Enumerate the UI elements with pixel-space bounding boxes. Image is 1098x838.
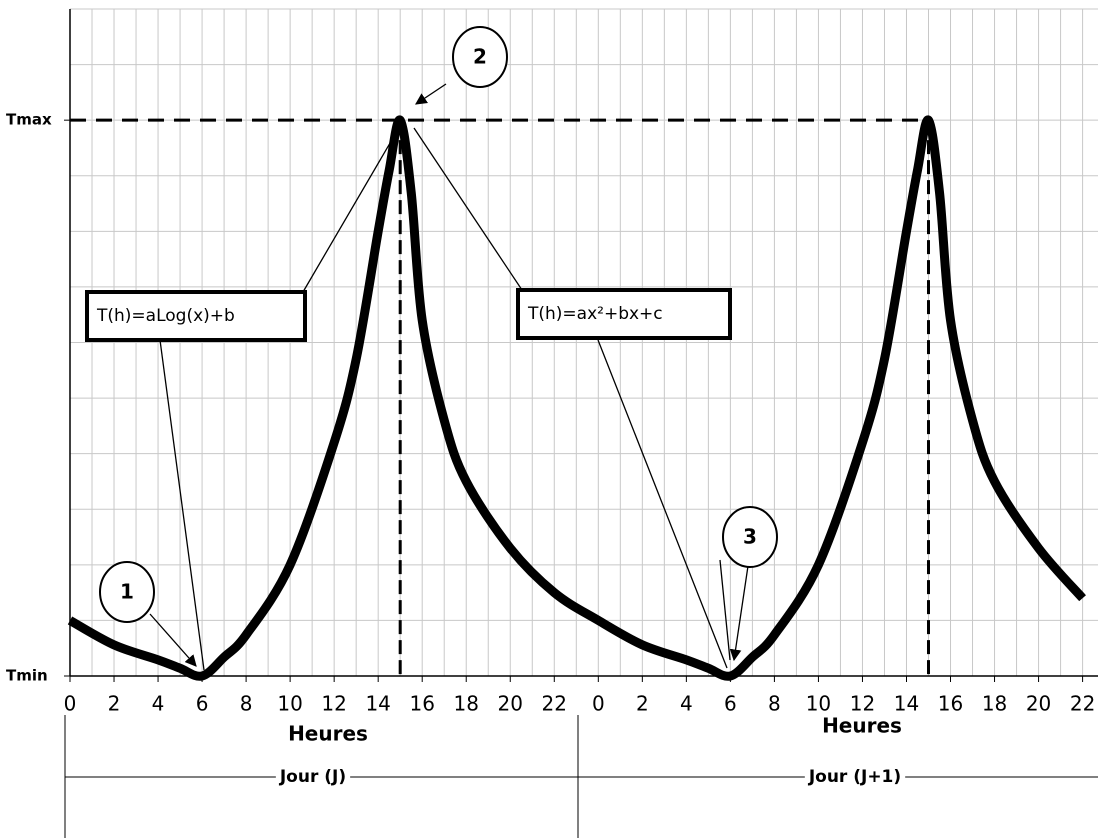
- x-tick-label: 16: [938, 692, 963, 716]
- formula-label: T(h)=aLog(x)+b: [96, 306, 235, 326]
- callout-line: [597, 339, 728, 669]
- x-axis-title: Heures: [822, 714, 902, 738]
- formula-box: [85, 290, 307, 342]
- formula-label: T(h)=ax²+bx+c: [527, 304, 663, 324]
- marker-circle: [99, 561, 155, 623]
- callout-line: [413, 127, 523, 291]
- y-tick-label: Tmin: [6, 667, 48, 685]
- marker-label: 2: [473, 45, 487, 69]
- callout-line: [719, 559, 731, 661]
- arrow: [415, 83, 447, 105]
- x-tick-label: 10: [806, 692, 831, 716]
- y-tick-label: Tmax: [6, 111, 52, 129]
- arrow: [149, 613, 197, 667]
- x-tick-label: 0: [64, 692, 77, 716]
- marker-circle: [452, 26, 508, 88]
- x-tick-label: 2: [636, 692, 649, 716]
- x-tick-label: 14: [894, 692, 919, 716]
- arrow: [729, 565, 749, 662]
- x-tick-label: 2: [108, 692, 121, 716]
- marker-label: 1: [120, 580, 134, 604]
- x-tick-label: 22: [1070, 692, 1095, 716]
- callout-line: [302, 125, 401, 293]
- formula-box: [516, 288, 732, 340]
- x-tick-label: 10: [277, 692, 302, 716]
- x-tick-label: 20: [1026, 692, 1051, 716]
- x-tick-label: 14: [365, 692, 390, 716]
- x-tick-label: 6: [196, 692, 209, 716]
- period-label: Jour (J): [279, 767, 346, 787]
- x-axis-title: Heures: [288, 722, 368, 746]
- x-tick-label: 22: [542, 692, 567, 716]
- x-tick-label: 18: [982, 692, 1007, 716]
- period-label: Jour (J+1): [808, 767, 901, 787]
- marker-circle: [722, 506, 778, 568]
- x-tick-label: 8: [240, 692, 253, 716]
- x-tick-label: 16: [409, 692, 434, 716]
- x-tick-label: 4: [680, 692, 693, 716]
- x-tick-label: 0: [592, 692, 605, 716]
- x-tick-label: 8: [768, 692, 781, 716]
- marker-label: 3: [743, 525, 757, 549]
- x-tick-label: 12: [321, 692, 346, 716]
- x-tick-label: 4: [152, 692, 165, 716]
- temperature-curve: [67, 115, 1086, 681]
- callout-line: [159, 339, 205, 671]
- x-tick-label: 6: [724, 692, 737, 716]
- x-tick-label: 20: [498, 692, 523, 716]
- x-tick-label: 18: [454, 692, 479, 716]
- x-tick-label: 12: [850, 692, 875, 716]
